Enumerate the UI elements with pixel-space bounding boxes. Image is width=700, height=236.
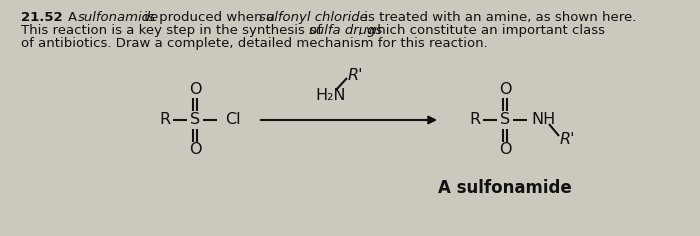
Text: is treated with an amine, as shown here.: is treated with an amine, as shown here. — [360, 11, 636, 24]
Text: O: O — [498, 143, 511, 157]
Text: R: R — [160, 113, 171, 127]
Text: R': R' — [348, 68, 363, 84]
Text: Cl: Cl — [225, 113, 241, 127]
Text: O: O — [189, 143, 202, 157]
Text: A: A — [68, 11, 81, 24]
Text: S: S — [500, 113, 510, 127]
Text: S: S — [190, 113, 200, 127]
Text: sulfonamide: sulfonamide — [78, 11, 159, 24]
Text: of antibiotics. Draw a complete, detailed mechanism for this reaction.: of antibiotics. Draw a complete, detaile… — [21, 37, 488, 50]
Text: H₂N: H₂N — [315, 88, 346, 102]
Text: is produced when a: is produced when a — [140, 11, 279, 24]
Text: , which constitute an important class: , which constitute an important class — [358, 24, 605, 37]
Text: NH: NH — [531, 113, 555, 127]
Text: sulfonyl chloride: sulfonyl chloride — [259, 11, 368, 24]
Text: A sulfonamide: A sulfonamide — [438, 179, 572, 197]
Text: O: O — [498, 83, 511, 97]
Text: 21.52: 21.52 — [21, 11, 62, 24]
Text: O: O — [189, 83, 202, 97]
Text: R: R — [470, 113, 481, 127]
Text: sulfa drugs: sulfa drugs — [309, 24, 382, 37]
Text: R': R' — [560, 132, 575, 148]
Text: This reaction is a key step in the synthesis of: This reaction is a key step in the synth… — [21, 24, 326, 37]
